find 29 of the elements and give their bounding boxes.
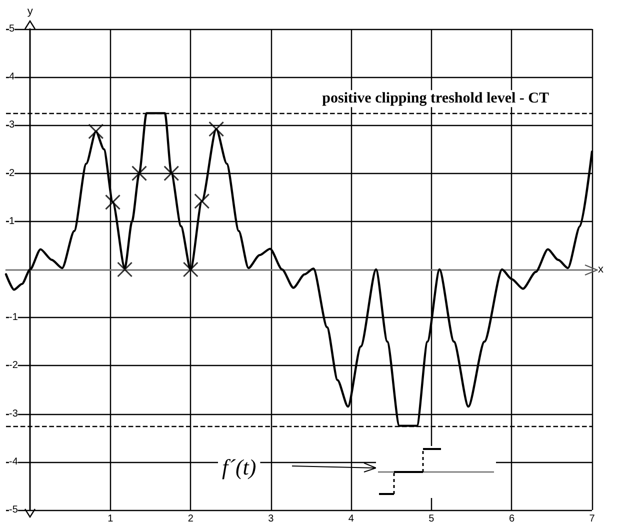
point xyxy=(194,193,210,209)
y-tick-label: -2 xyxy=(9,360,18,372)
annotation: f´(t) xyxy=(222,454,256,480)
x-tick-label: 1 xyxy=(108,514,114,524)
y-tick-label: -3 xyxy=(9,408,18,420)
point xyxy=(105,194,121,210)
x-axis-title: x xyxy=(598,264,604,276)
y-axis-title: y xyxy=(27,6,34,18)
y-tick-label: 4 xyxy=(9,72,15,83)
x-tick-label: 6 xyxy=(508,514,515,524)
point xyxy=(132,166,148,182)
x-tick-label: 4 xyxy=(348,514,354,524)
y-tick-label: -4 xyxy=(9,456,18,468)
x-tick-label: 5 xyxy=(428,514,435,524)
ref-line-label: positive clipping treshold level - CT xyxy=(322,90,549,107)
y-tick-label: 5 xyxy=(9,24,15,34)
y-tick-label: -5 xyxy=(9,504,18,516)
x-tick-label: 7 xyxy=(589,514,596,524)
point xyxy=(117,262,133,278)
x-tick-label: 2 xyxy=(188,514,194,524)
point xyxy=(182,262,198,278)
y-tick-label: 3 xyxy=(9,120,15,131)
y-tick-label: 1 xyxy=(9,216,15,227)
x-tick-label: 3 xyxy=(268,514,274,524)
point xyxy=(164,166,180,182)
point xyxy=(88,124,104,140)
point xyxy=(208,121,224,137)
y-tick-label: 2 xyxy=(9,168,15,179)
y-tick-label: -1 xyxy=(9,312,18,324)
